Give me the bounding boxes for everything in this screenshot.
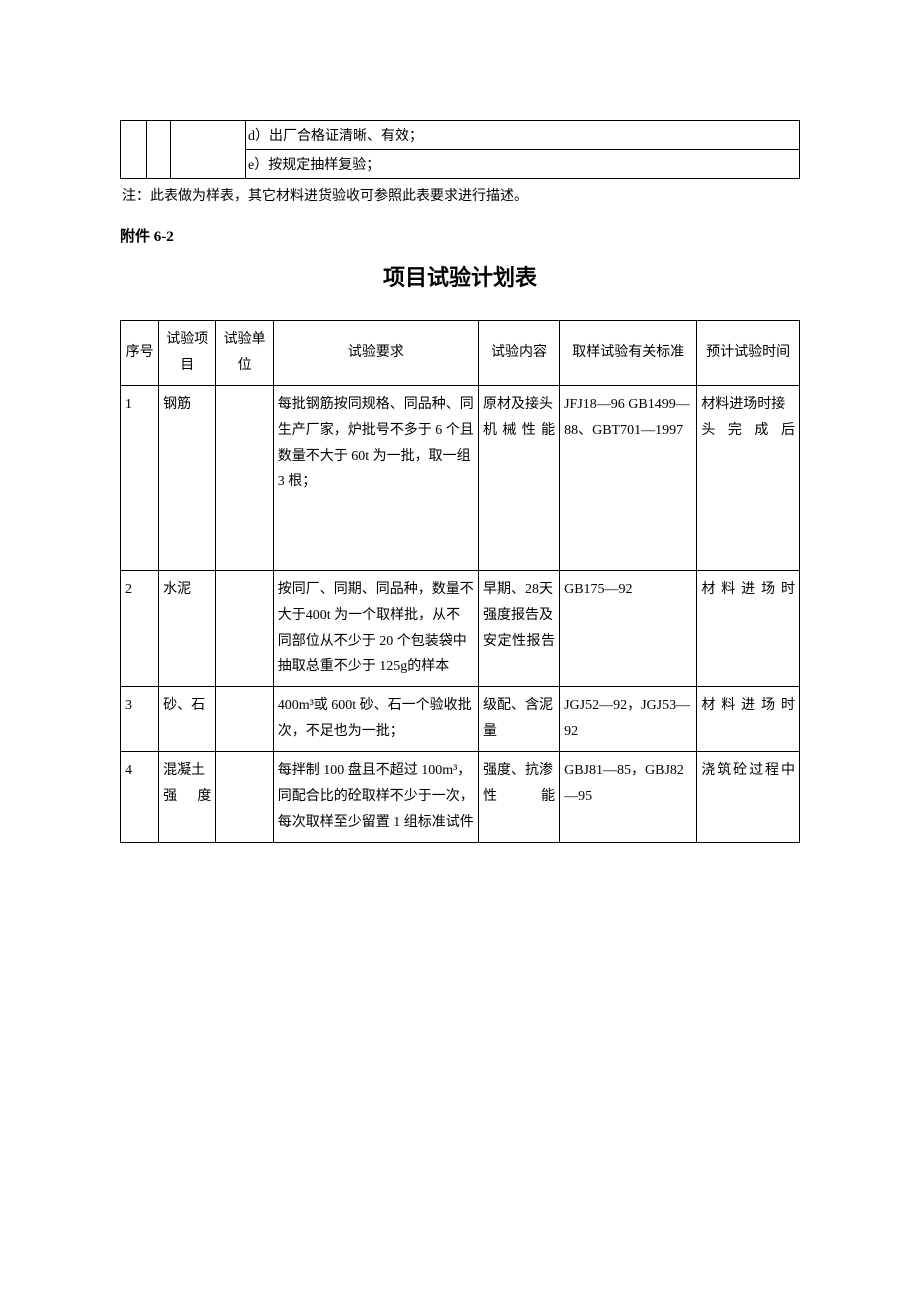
main-title: 项目试验计划表 — [120, 260, 800, 292]
cell-time: 浇筑砼过程中 — [697, 752, 800, 843]
cell-item: 混凝土强度 — [159, 752, 216, 843]
cell-unit — [216, 385, 273, 570]
cell-time: 材料进场时接头完成后 — [697, 385, 800, 570]
table-row: 1 钢筋 每批钢筋按同规格、同品种、同生产厂家，炉批号不多于 6 个且数量不大于… — [121, 385, 800, 570]
header-time: 预计试验时间 — [697, 321, 800, 386]
cell-time: 材料进场时 — [697, 687, 800, 752]
cell-req: 400m³或 600t 砂、石一个验收批次，不足也为一批； — [273, 687, 478, 752]
table-row: 3 砂、石 400m³或 600t 砂、石一个验收批次，不足也为一批； 级配、含… — [121, 687, 800, 752]
cell-content: 强度、抗渗性能 — [478, 752, 559, 843]
cell-item: 钢筋 — [159, 385, 216, 570]
top-cell-blank2 — [147, 121, 171, 179]
top-fragment-table: d）出厂合格证清晰、有效； e）按规定抽样复验； — [120, 120, 800, 179]
cell-seq: 1 — [121, 385, 159, 570]
top-cell-blank3 — [171, 121, 246, 179]
cell-content: 原材及接头机械性能 — [478, 385, 559, 570]
cell-item: 砂、石 — [159, 687, 216, 752]
cell-unit — [216, 570, 273, 687]
cell-standard: JGJ52—92，JGJ53—92 — [560, 687, 697, 752]
table-header-row: 序号 试验项目 试验单位 试验要求 试验内容 取样试验有关标准 预计试验时间 — [121, 321, 800, 386]
cell-standard: JFJ18—96 GB1499—88、GBT701—1997 — [560, 385, 697, 570]
cell-standard: GB175—92 — [560, 570, 697, 687]
table-row: 4 混凝土强度 每拌制 100 盘且不超过 100m³，同配合比的砼取样不少于一… — [121, 752, 800, 843]
cell-item: 水泥 — [159, 570, 216, 687]
header-unit: 试验单位 — [216, 321, 273, 386]
top-cell-line-e: e）按规定抽样复验； — [246, 150, 800, 179]
header-content: 试验内容 — [478, 321, 559, 386]
cell-seq: 3 — [121, 687, 159, 752]
top-cell-line-d: d）出厂合格证清晰、有效； — [246, 121, 800, 150]
cell-unit — [216, 752, 273, 843]
note-text: 注：此表做为样表，其它材料进货验收可参照此表要求进行描述。 — [120, 185, 800, 205]
cell-content: 级配、含泥量 — [478, 687, 559, 752]
cell-time: 材料进场时 — [697, 570, 800, 687]
cell-req: 按同厂、同期、同品种，数量不大于400t 为一个取样批，从不同部位从不少于 20… — [273, 570, 478, 687]
cell-seq: 2 — [121, 570, 159, 687]
header-seq: 序号 — [121, 321, 159, 386]
cell-seq: 4 — [121, 752, 159, 843]
top-cell-blank1 — [121, 121, 147, 179]
cell-unit — [216, 687, 273, 752]
cell-standard: GBJ81—85，GBJ82—95 — [560, 752, 697, 843]
cell-req: 每拌制 100 盘且不超过 100m³，同配合比的砼取样不少于一次，每次取样至少… — [273, 752, 478, 843]
cell-req: 每批钢筋按同规格、同品种、同生产厂家，炉批号不多于 6 个且数量不大于 60t … — [273, 385, 478, 570]
header-standard: 取样试验有关标准 — [560, 321, 697, 386]
header-item: 试验项目 — [159, 321, 216, 386]
attachment-label: 附件 6-2 — [120, 225, 800, 246]
cell-content: 早期、28天强度报告及安定性报告 — [478, 570, 559, 687]
header-req: 试验要求 — [273, 321, 478, 386]
test-plan-table: 序号 试验项目 试验单位 试验要求 试验内容 取样试验有关标准 预计试验时间 1… — [120, 320, 800, 843]
table-row: 2 水泥 按同厂、同期、同品种，数量不大于400t 为一个取样批，从不同部位从不… — [121, 570, 800, 687]
